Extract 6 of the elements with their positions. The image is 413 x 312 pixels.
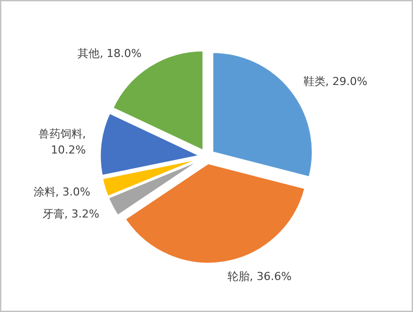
slice-label: 牙膏, 3.2% — [42, 207, 100, 220]
slice-label: 兽药饲料, 10.2% — [38, 128, 86, 156]
slice-label: 涂料, 3.0% — [33, 186, 90, 199]
slice-label: 其他, 18.0% — [78, 46, 142, 60]
slice-label: 轮胎, 36.6% — [228, 270, 292, 284]
slice-label: 鞋类, 29.0% — [303, 75, 368, 88]
